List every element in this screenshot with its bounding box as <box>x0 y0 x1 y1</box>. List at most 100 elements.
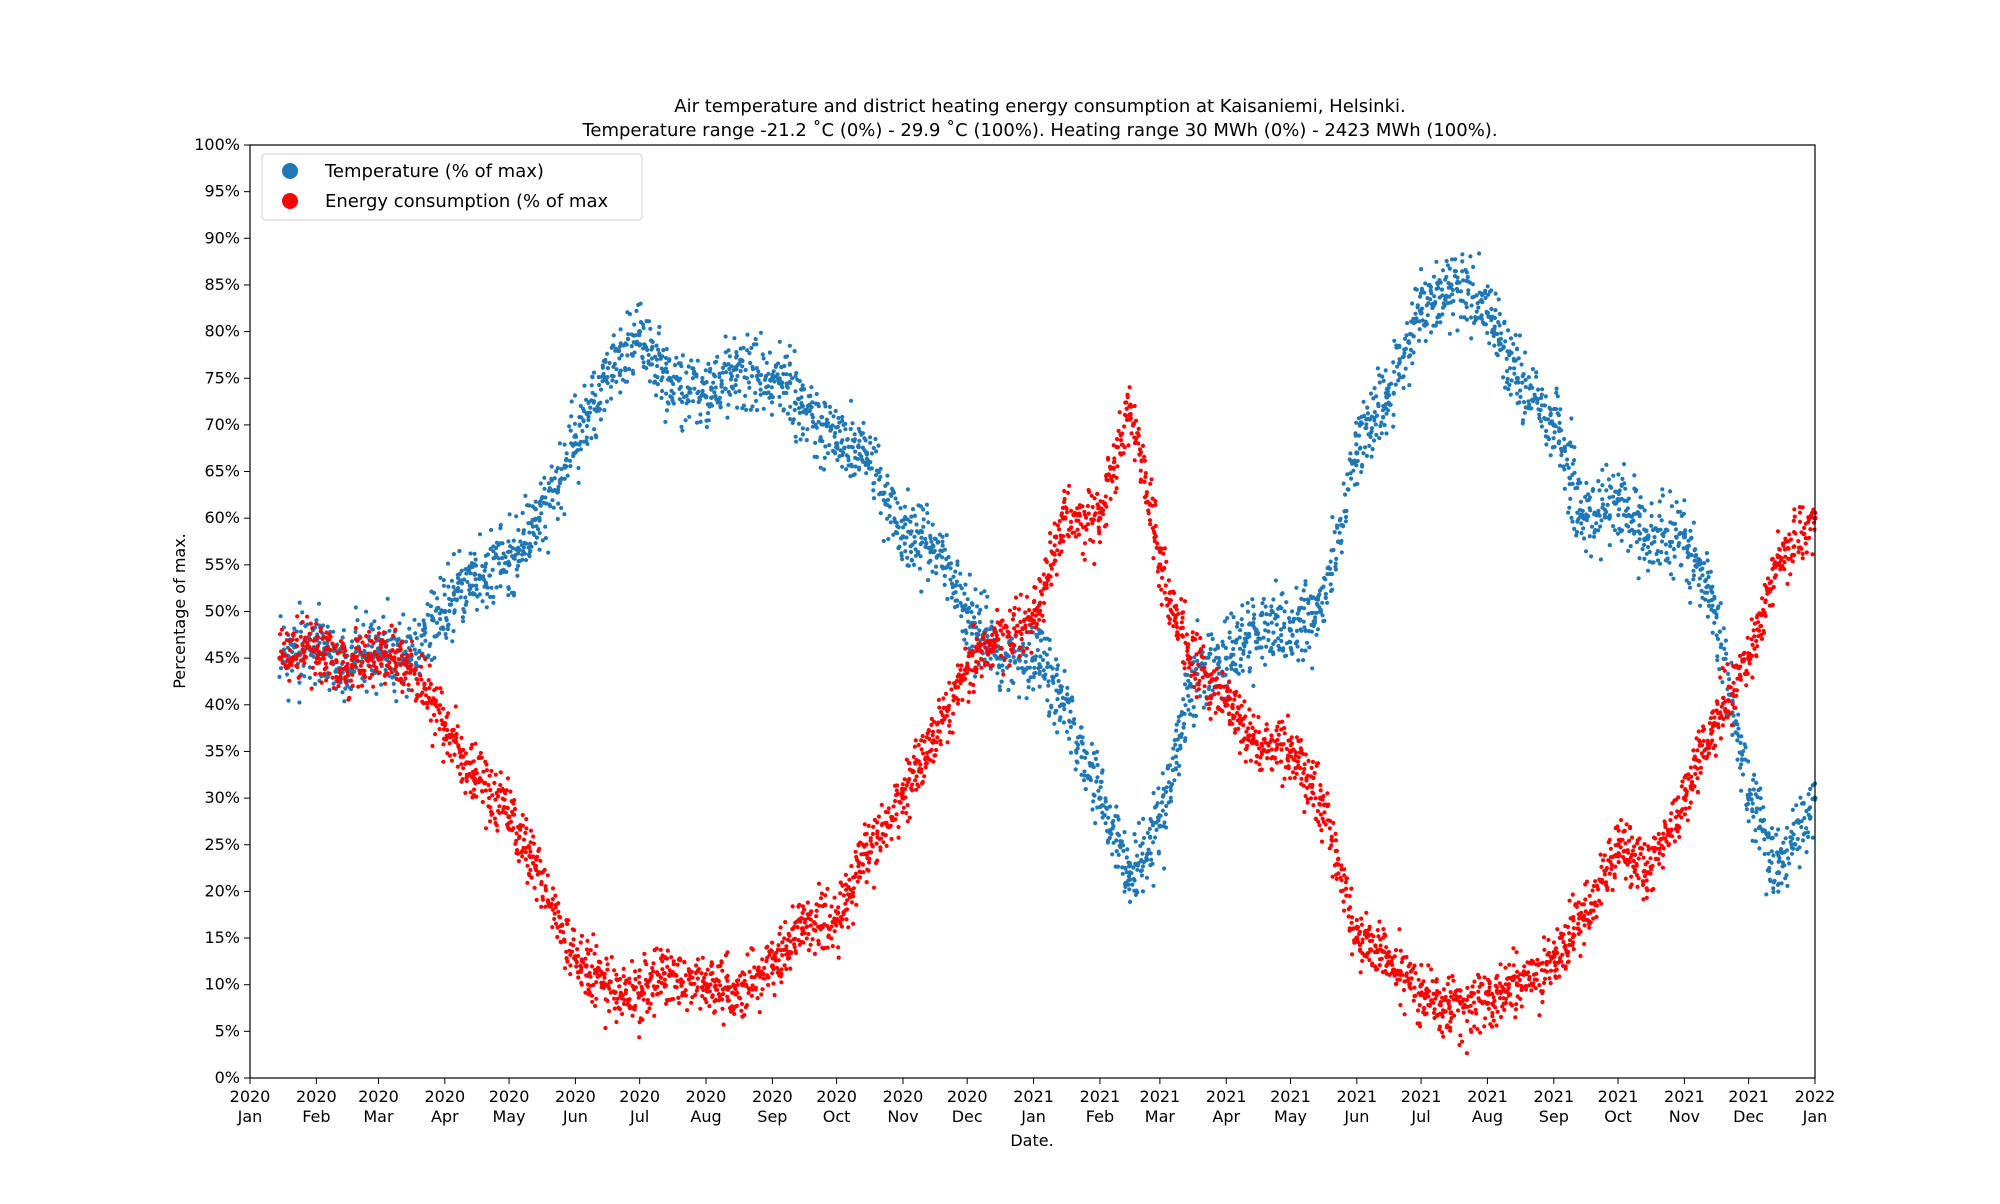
scatter-point <box>1611 473 1616 478</box>
scatter-point <box>655 972 660 977</box>
scatter-point <box>1084 751 1089 756</box>
scatter-point <box>832 895 837 900</box>
scatter-point <box>647 1006 652 1011</box>
scatter-point <box>517 835 522 841</box>
scatter-point <box>934 571 939 576</box>
scatter-point <box>947 703 952 708</box>
scatter-point <box>746 990 751 996</box>
scatter-point <box>1487 289 1492 294</box>
scatter-point <box>1669 504 1674 509</box>
scatter-point <box>533 863 539 869</box>
scatter-point <box>1369 454 1374 459</box>
data-point <box>964 608 970 615</box>
scatter-point <box>371 660 377 665</box>
scatter-point <box>958 667 963 672</box>
scatter-point <box>1053 708 1058 714</box>
scatter-point <box>1110 826 1115 831</box>
scatter-point <box>853 449 858 454</box>
scatter-point <box>1343 492 1348 497</box>
scatter-point <box>362 668 367 674</box>
scatter-point <box>565 473 570 478</box>
scatter-point <box>1534 374 1539 379</box>
scatter-point <box>1506 387 1511 392</box>
scatter-point <box>1557 439 1562 444</box>
scatter-point <box>394 699 399 704</box>
scatter-point <box>562 939 567 944</box>
scatter-point <box>1596 528 1601 533</box>
scatter-point <box>893 817 898 822</box>
scatter-point <box>982 589 987 594</box>
scatter-point <box>511 538 516 543</box>
scatter-point <box>489 585 494 590</box>
scatter-point <box>458 595 463 600</box>
scatter-point <box>539 879 544 885</box>
scatter-point <box>1440 312 1445 317</box>
scatter-point <box>1317 592 1322 597</box>
scatter-point <box>1572 526 1577 532</box>
scatter-point <box>969 631 975 636</box>
scatter-point <box>400 640 405 645</box>
scatter-point <box>589 436 594 441</box>
scatter-point <box>857 467 862 472</box>
scatter-point <box>1610 494 1616 499</box>
scatter-point <box>1741 749 1746 754</box>
scatter-point <box>1657 513 1662 519</box>
scatter-point <box>377 670 382 675</box>
scatter-point <box>1700 573 1705 578</box>
scatter-point <box>1280 591 1285 596</box>
scatter-point <box>558 940 564 945</box>
scatter-point <box>1156 851 1161 856</box>
scatter-point <box>1242 644 1247 649</box>
scatter-point <box>1006 654 1011 659</box>
scatter-point <box>938 738 943 743</box>
scatter-point <box>447 602 452 607</box>
scatter-point <box>1464 305 1469 310</box>
scatter-point <box>918 554 923 559</box>
scatter-point <box>297 680 302 685</box>
scatter-point <box>812 951 818 957</box>
scatter-point <box>1275 614 1280 619</box>
scatter-point <box>506 586 511 592</box>
scatter-point <box>633 977 638 982</box>
scatter-point <box>908 549 914 555</box>
scatter-point <box>1712 620 1717 626</box>
scatter-point <box>1050 666 1055 671</box>
scatter-point <box>763 375 768 380</box>
scatter-point <box>692 386 697 391</box>
scatter-point <box>921 524 926 530</box>
scatter-point <box>687 386 693 391</box>
scatter-point <box>1328 582 1333 587</box>
scatter-point <box>1581 526 1586 531</box>
scatter-point <box>1384 431 1389 436</box>
scatter-point <box>773 955 778 960</box>
scatter-point <box>1065 685 1070 691</box>
scatter-point <box>928 533 933 539</box>
scatter-point <box>488 787 493 793</box>
scatter-point <box>1465 274 1470 280</box>
scatter-point <box>718 400 723 405</box>
data-point <box>703 394 709 400</box>
scatter-point <box>835 457 840 463</box>
scatter-point <box>383 644 389 649</box>
scatter-point <box>1492 326 1497 332</box>
scatter-point <box>919 589 924 594</box>
scatter-point <box>1762 851 1767 857</box>
scatter-point <box>757 1010 762 1015</box>
scatter-point <box>627 366 632 372</box>
scatter-point <box>1210 636 1215 642</box>
scatter-point <box>302 674 307 679</box>
scatter-point <box>1617 507 1622 512</box>
scatter-point <box>1423 338 1428 344</box>
scatter-point <box>1705 590 1710 595</box>
scatter-point <box>1671 576 1676 581</box>
scatter-point <box>391 681 396 686</box>
scatter-point <box>951 574 956 579</box>
scatter-point <box>455 589 460 594</box>
scatter-point <box>1517 333 1522 338</box>
data-point <box>1746 795 1752 801</box>
scatter-point <box>1090 807 1095 812</box>
scatter-point <box>515 573 520 578</box>
scatter-point <box>1464 317 1470 322</box>
scatter-point <box>1534 370 1539 375</box>
scatter-point <box>684 370 689 375</box>
